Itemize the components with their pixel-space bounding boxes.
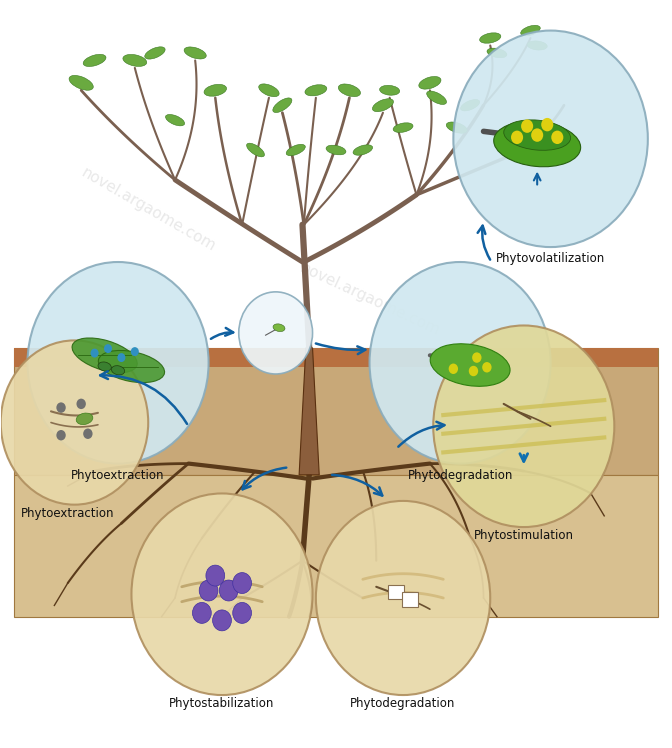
Circle shape	[131, 347, 139, 356]
Circle shape	[511, 131, 523, 144]
Circle shape	[206, 565, 224, 586]
Circle shape	[482, 362, 492, 373]
Circle shape	[104, 344, 112, 353]
Ellipse shape	[98, 362, 112, 371]
Ellipse shape	[273, 98, 292, 112]
Circle shape	[28, 262, 208, 464]
Ellipse shape	[380, 85, 400, 95]
Ellipse shape	[184, 47, 206, 59]
Circle shape	[370, 262, 550, 464]
Ellipse shape	[247, 143, 265, 157]
Text: Phytodegradation: Phytodegradation	[350, 696, 456, 710]
Bar	[388, 584, 405, 599]
Text: novel.argaome.com: novel.argaome.com	[79, 165, 218, 254]
Ellipse shape	[393, 123, 413, 132]
Circle shape	[531, 129, 543, 142]
Ellipse shape	[353, 145, 372, 156]
Circle shape	[233, 573, 251, 593]
Ellipse shape	[144, 47, 165, 59]
Circle shape	[192, 602, 211, 623]
FancyBboxPatch shape	[14, 475, 658, 616]
Text: novel.argaome.com: novel.argaome.com	[398, 373, 542, 450]
Circle shape	[469, 366, 478, 376]
Circle shape	[541, 118, 553, 132]
Text: Phytoextraction: Phytoextraction	[71, 469, 165, 482]
Ellipse shape	[427, 91, 446, 105]
Circle shape	[433, 325, 614, 527]
Circle shape	[199, 580, 218, 601]
Circle shape	[118, 353, 126, 362]
Text: Phytostimulation: Phytostimulation	[474, 530, 574, 542]
Ellipse shape	[338, 84, 360, 96]
Ellipse shape	[273, 324, 285, 331]
Ellipse shape	[326, 145, 346, 155]
Ellipse shape	[72, 338, 137, 373]
Circle shape	[454, 31, 648, 247]
Ellipse shape	[521, 25, 540, 36]
Circle shape	[449, 364, 458, 374]
Text: Phytoextraction: Phytoextraction	[21, 507, 114, 520]
Text: Phytostabilization: Phytostabilization	[169, 696, 275, 710]
Ellipse shape	[69, 76, 93, 91]
FancyBboxPatch shape	[14, 348, 658, 475]
Ellipse shape	[165, 114, 185, 126]
Polygon shape	[299, 348, 319, 475]
Circle shape	[77, 399, 86, 409]
Ellipse shape	[83, 55, 106, 67]
Ellipse shape	[259, 84, 279, 96]
Ellipse shape	[504, 120, 571, 150]
Ellipse shape	[98, 351, 165, 383]
Circle shape	[219, 580, 238, 601]
Text: Phytodegradation: Phytodegradation	[407, 469, 513, 482]
Circle shape	[472, 352, 482, 363]
Text: Phytovolatilization: Phytovolatilization	[496, 252, 605, 266]
Ellipse shape	[460, 99, 480, 111]
Ellipse shape	[76, 413, 93, 425]
Circle shape	[551, 131, 563, 144]
Ellipse shape	[372, 99, 394, 111]
Ellipse shape	[494, 121, 581, 167]
Ellipse shape	[527, 41, 547, 50]
Circle shape	[56, 430, 66, 441]
Text: novel.argaome.com: novel.argaome.com	[297, 260, 442, 338]
Circle shape	[521, 120, 533, 133]
Ellipse shape	[430, 344, 510, 386]
Circle shape	[316, 501, 491, 695]
Circle shape	[233, 602, 251, 623]
Ellipse shape	[419, 76, 441, 89]
Circle shape	[91, 349, 99, 358]
Ellipse shape	[305, 85, 327, 96]
Circle shape	[56, 402, 66, 413]
Ellipse shape	[204, 85, 226, 96]
Circle shape	[83, 429, 93, 439]
Bar	[402, 592, 418, 607]
Circle shape	[132, 494, 312, 695]
Ellipse shape	[286, 144, 305, 156]
Ellipse shape	[487, 48, 507, 58]
Ellipse shape	[446, 122, 467, 133]
Ellipse shape	[112, 366, 125, 375]
Circle shape	[212, 610, 231, 631]
Ellipse shape	[123, 55, 146, 67]
Circle shape	[239, 292, 312, 374]
Circle shape	[1, 340, 149, 505]
Ellipse shape	[480, 33, 501, 43]
FancyBboxPatch shape	[14, 348, 658, 367]
